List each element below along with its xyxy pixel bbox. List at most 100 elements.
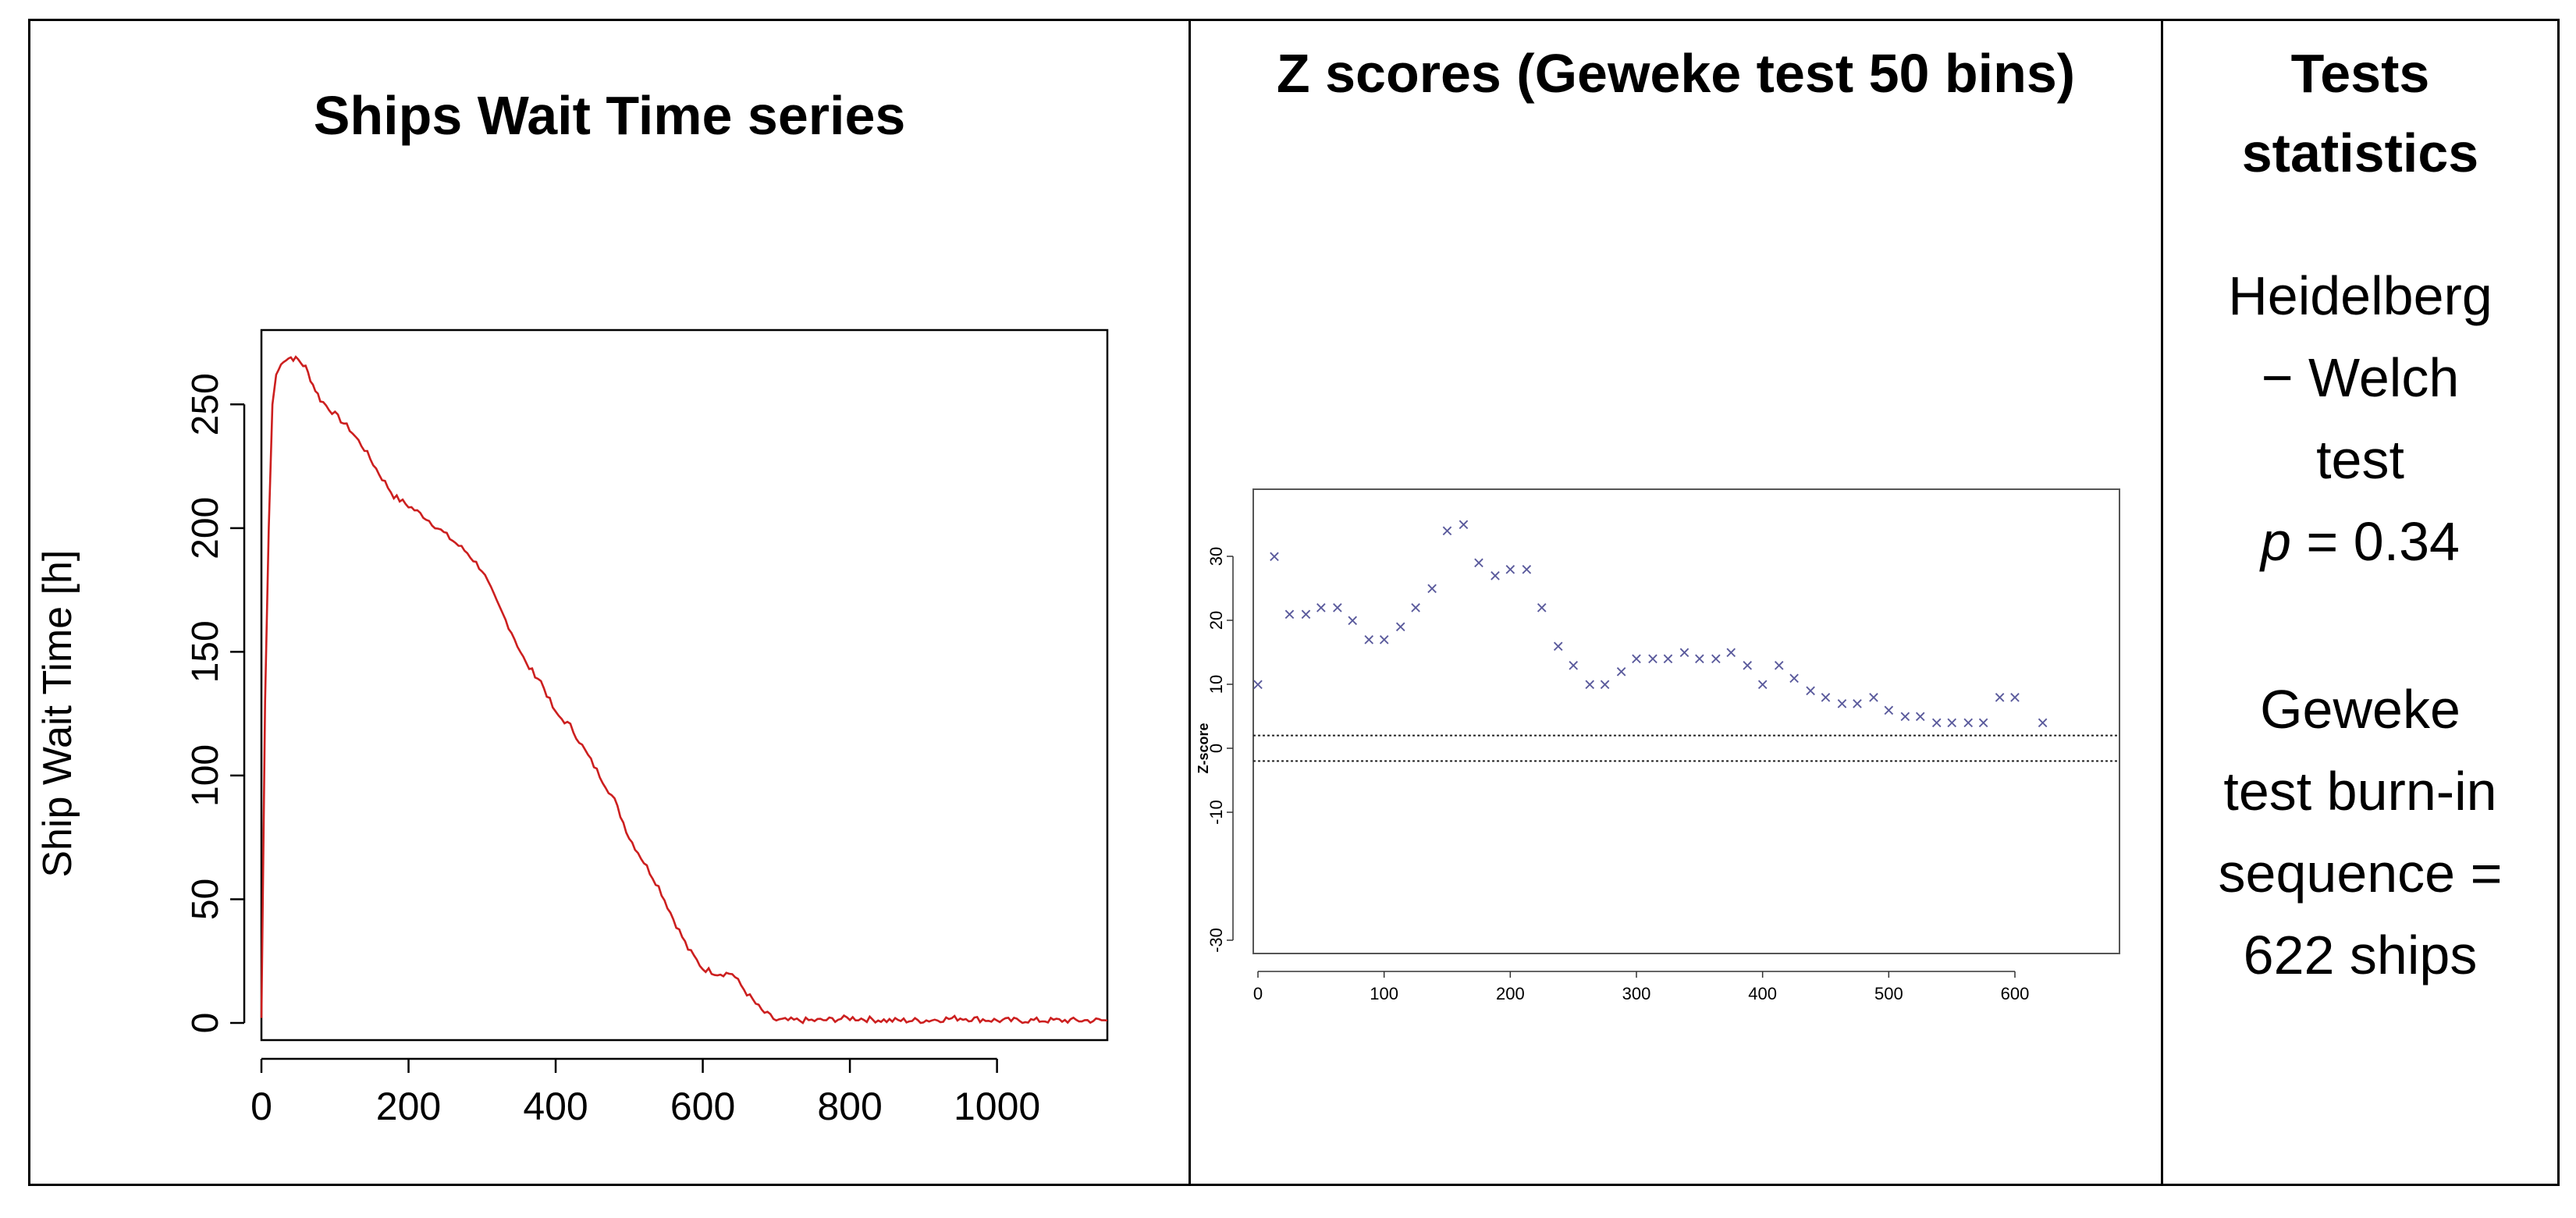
y-tick-label: 20 <box>1206 611 1226 630</box>
z-score-point: × <box>1931 711 1942 734</box>
z-score-point: × <box>1268 545 1280 568</box>
y-tick-label: 200 <box>185 497 226 559</box>
x-tick-label: 0 <box>1253 984 1263 1003</box>
y-tick-label: 250 <box>185 373 226 435</box>
p-value-text: = 0.34 <box>2290 511 2460 572</box>
z-score-point: × <box>1284 602 1295 626</box>
right-panel: Tests statistics Heidelberg − Welch test… <box>2163 21 2557 1184</box>
right-panel-title: Tests statistics <box>2241 43 2479 183</box>
x-tick-label: 200 <box>376 1085 441 1128</box>
z-score-point: × <box>1899 705 1911 728</box>
z-score-point: × <box>1584 673 1596 696</box>
z-score-point: × <box>1489 564 1501 588</box>
middle-panel: Z scores (Geweke test 50 bins) -30 -10 0 10… <box>1191 21 2163 1184</box>
z-score-point: × <box>1378 628 1390 652</box>
y-tick-label: -30 <box>1206 928 1226 953</box>
z-score-point: × <box>1331 596 1343 620</box>
z-score-point: × <box>1252 673 1263 696</box>
plot-frame <box>1252 488 2120 954</box>
z-score-point: × <box>1757 673 1768 696</box>
z-score-point: × <box>1725 641 1737 664</box>
y-tick-label: 150 <box>185 620 226 683</box>
gw-line-2: test burn-in <box>2223 761 2497 822</box>
z-score-point: × <box>1347 609 1359 632</box>
figure-table: Ships Wait Time series 0 50 100 150 200 250 Sh… <box>28 19 2560 1186</box>
z-score-point: × <box>1441 519 1453 542</box>
z-score-point: × <box>1409 596 1421 620</box>
y-tick-label: 0 <box>185 1013 226 1034</box>
z-score-point: × <box>1536 596 1547 620</box>
x-tick-label: 500 <box>1874 984 1903 1003</box>
z-score-point: × <box>1458 513 1469 536</box>
z-score-point: × <box>1963 711 1974 734</box>
z-score-point: × <box>1836 692 1848 716</box>
y-tick-label: -10 <box>1206 800 1226 825</box>
gw-line-3: sequence = <box>2218 843 2503 904</box>
y-axis-label: Z-score <box>1196 723 1211 773</box>
z-score-point: × <box>1805 679 1817 702</box>
z-score-point: × <box>1568 653 1579 676</box>
x-tick-label: 300 <box>1622 984 1651 1003</box>
wait-time-series-line <box>260 355 1108 1024</box>
heidelberg-welch-stat: Heidelberg − Welch test p = 0.34 <box>2163 255 2557 583</box>
z-score-point: × <box>1867 685 1879 708</box>
z-score-point: × <box>2037 711 2048 734</box>
gw-line-4: 622 ships <box>2243 925 2478 985</box>
z-score-point: × <box>1710 647 1721 670</box>
y-tick-label: 10 <box>1206 675 1226 694</box>
z-score-point: × <box>1552 634 1564 658</box>
z-score-point: × <box>1851 692 1863 716</box>
z-score-point: × <box>1773 653 1785 676</box>
z-score-point: × <box>1427 577 1438 600</box>
z-score-point: × <box>1693 647 1705 670</box>
z-score-point: × <box>1599 673 1611 696</box>
z-score-point: × <box>1946 711 1958 734</box>
x-tick-label: 200 <box>1496 984 1525 1003</box>
p-symbol: p <box>2261 511 2291 572</box>
z-score-point: × <box>2009 685 2020 708</box>
y-tick-label: 30 <box>1206 547 1226 566</box>
z-score-point: × <box>1300 602 1312 626</box>
x-tick-label: 0 <box>250 1085 272 1128</box>
z-score-point: × <box>1363 628 1375 652</box>
x-tick-label: 800 <box>817 1085 882 1128</box>
y-axis-label: Ship Wait Time [h] <box>35 550 80 878</box>
z-score-point: × <box>1521 557 1533 581</box>
z-score-point: × <box>1315 596 1327 620</box>
z-score-point: × <box>1914 705 1926 728</box>
x-tick-label: 600 <box>2001 984 2030 1003</box>
x-tick-label: 600 <box>670 1085 735 1128</box>
z-score-point: × <box>1883 698 1895 722</box>
z-score-point: × <box>1473 551 1484 574</box>
z-score-point: × <box>1395 615 1406 638</box>
hw-p-value: p = 0.34 <box>2163 501 2557 583</box>
z-score-point: × <box>1662 647 1674 670</box>
z-score-point: × <box>1994 685 2006 708</box>
geweke-stat: Geweke test burn-in sequence = 622 ships <box>2163 669 2557 996</box>
x-tick-label: 100 <box>1370 984 1398 1003</box>
z-score-point: × <box>1505 557 1516 581</box>
x-tick-label: 400 <box>523 1085 588 1128</box>
z-score-point: × <box>1647 647 1658 670</box>
hw-line-1: Heidelberg <box>2228 265 2493 326</box>
left-panel: Ships Wait Time series 0 50 100 150 200 250 Sh… <box>30 21 1191 1184</box>
hw-line-2: − Welch <box>2261 347 2460 408</box>
left-panel-title: Ships Wait Time series <box>313 85 906 146</box>
y-tick-label: 50 <box>185 879 226 920</box>
z-score-point: × <box>1630 647 1642 670</box>
z-score-point: × <box>1788 666 1800 690</box>
hw-line-3: test <box>2316 429 2404 490</box>
z-score-point: × <box>1820 685 1832 708</box>
middle-panel-title: Z scores (Geweke test 50 bins) <box>1276 43 2076 104</box>
z-score-point: × <box>1742 653 1753 676</box>
wait-time-chart: 0 50 100 150 200 250 Ship Wait Time [h] 0 200 400… <box>35 328 1109 1128</box>
x-tick-label: 1000 <box>954 1085 1040 1128</box>
y-tick-label: 100 <box>185 744 226 807</box>
gw-line-1: Geweke <box>2260 679 2461 740</box>
z-score-point: × <box>1679 641 1690 664</box>
plot-frame <box>260 328 1109 1042</box>
y-tick-label: 0 <box>1206 744 1226 753</box>
x-tick-label: 400 <box>1748 984 1777 1003</box>
z-score-point: × <box>1977 711 1989 734</box>
